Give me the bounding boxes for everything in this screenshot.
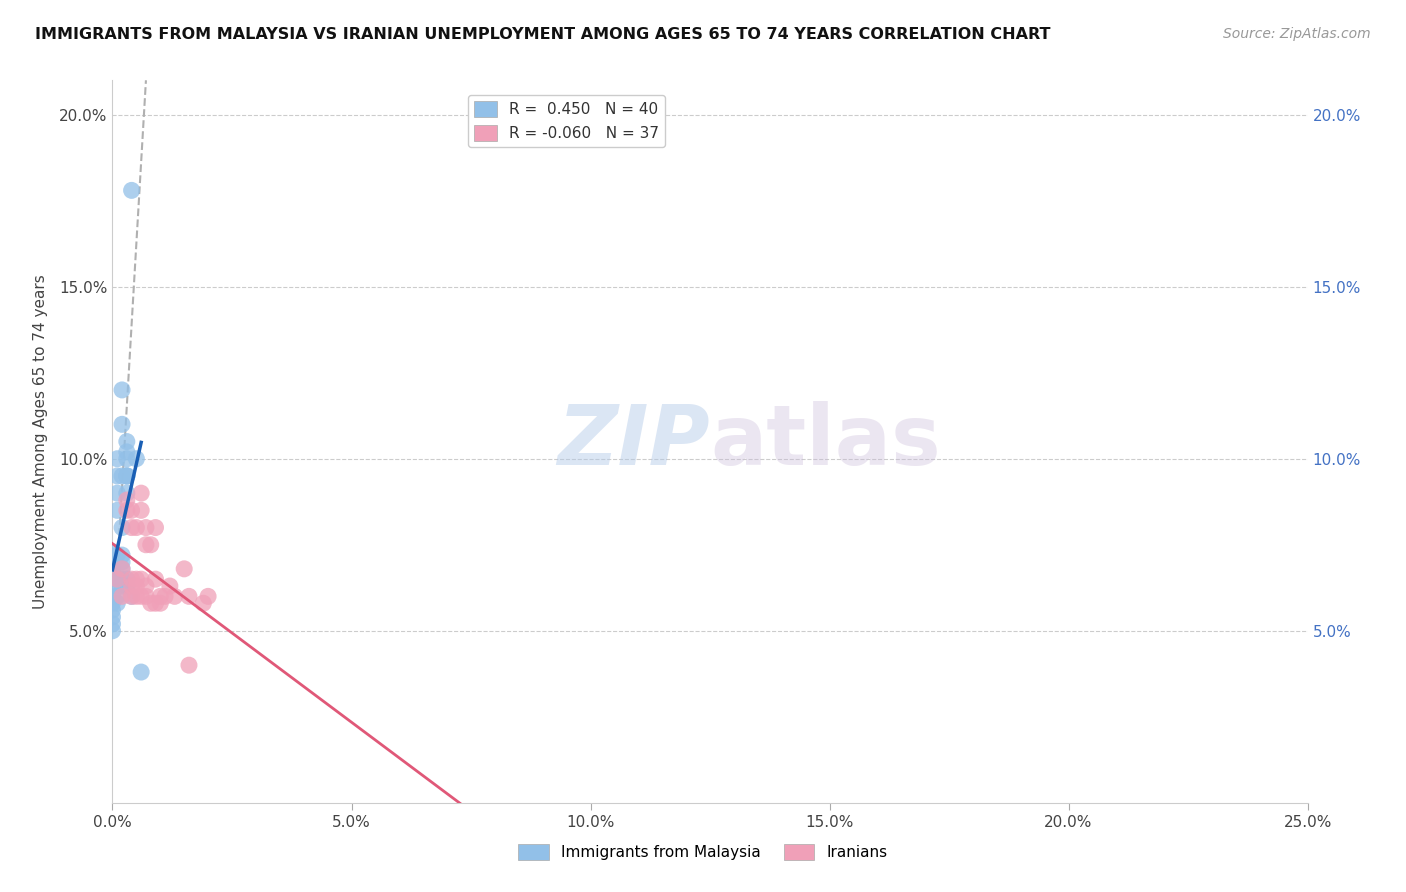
Point: [173, 562, 195, 576]
Point: [111, 548, 134, 562]
Point: [139, 596, 162, 610]
Point: [115, 469, 138, 483]
Point: [129, 590, 152, 604]
Point: [145, 520, 167, 534]
Point: [121, 590, 143, 604]
Point: [105, 503, 128, 517]
Point: [135, 579, 157, 593]
Point: [115, 434, 138, 449]
Point: [105, 451, 128, 466]
Point: [125, 451, 148, 466]
Point: [101, 579, 124, 593]
Point: [121, 572, 143, 586]
Point: [135, 538, 157, 552]
Point: [111, 562, 134, 576]
Point: [125, 520, 148, 534]
Point: [105, 486, 128, 500]
Point: [111, 562, 134, 576]
Point: [159, 579, 181, 593]
Point: [115, 486, 138, 500]
Point: [111, 520, 134, 534]
Point: [105, 590, 128, 604]
Point: [129, 486, 152, 500]
Point: [149, 590, 172, 604]
Point: [101, 610, 124, 624]
Text: ZIP: ZIP: [557, 401, 710, 482]
Point: [153, 590, 176, 604]
Point: [129, 665, 152, 679]
Point: [163, 590, 186, 604]
Point: [111, 383, 134, 397]
Y-axis label: Unemployment Among Ages 65 to 74 years: Unemployment Among Ages 65 to 74 years: [34, 274, 48, 609]
Point: [101, 544, 124, 558]
Point: [115, 469, 138, 483]
Point: [105, 469, 128, 483]
Point: [177, 590, 200, 604]
Point: [101, 572, 124, 586]
Point: [101, 562, 124, 576]
Text: atlas: atlas: [710, 401, 941, 482]
Point: [197, 590, 219, 604]
Point: [125, 572, 148, 586]
Text: IMMIGRANTS FROM MALAYSIA VS IRANIAN UNEMPLOYMENT AMONG AGES 65 TO 74 YEARS CORRE: IMMIGRANTS FROM MALAYSIA VS IRANIAN UNEM…: [35, 27, 1050, 42]
Point: [193, 596, 215, 610]
Point: [115, 579, 138, 593]
Point: [139, 538, 162, 552]
Point: [121, 520, 143, 534]
Point: [145, 596, 167, 610]
Point: [125, 579, 148, 593]
Point: [105, 596, 128, 610]
Point: [135, 590, 157, 604]
Point: [105, 572, 128, 586]
Point: [121, 503, 143, 517]
Text: Source: ZipAtlas.com: Source: ZipAtlas.com: [1223, 27, 1371, 41]
Point: [105, 572, 128, 586]
Point: [115, 451, 138, 466]
Point: [129, 572, 152, 586]
Point: [115, 572, 138, 586]
Point: [101, 596, 124, 610]
Legend: R =  0.450   N = 40, R = -0.060   N = 37: R = 0.450 N = 40, R = -0.060 N = 37: [468, 95, 665, 147]
Point: [111, 555, 134, 569]
Point: [101, 590, 124, 604]
Point: [101, 603, 124, 617]
Point: [111, 579, 134, 593]
Point: [115, 469, 138, 483]
Point: [101, 616, 124, 631]
Point: [177, 658, 200, 673]
Point: [115, 445, 138, 459]
Point: [149, 596, 172, 610]
Point: [105, 548, 128, 562]
Point: [125, 590, 148, 604]
Point: [111, 590, 134, 604]
Point: [101, 624, 124, 638]
Point: [121, 579, 143, 593]
Point: [121, 590, 143, 604]
Point: [121, 183, 143, 197]
Legend: Immigrants from Malaysia, Iranians: Immigrants from Malaysia, Iranians: [512, 838, 894, 866]
Point: [115, 493, 138, 508]
Point: [111, 417, 134, 432]
Point: [129, 503, 152, 517]
Point: [115, 503, 138, 517]
Point: [111, 572, 134, 586]
Point: [145, 572, 167, 586]
Point: [135, 520, 157, 534]
Point: [111, 469, 134, 483]
